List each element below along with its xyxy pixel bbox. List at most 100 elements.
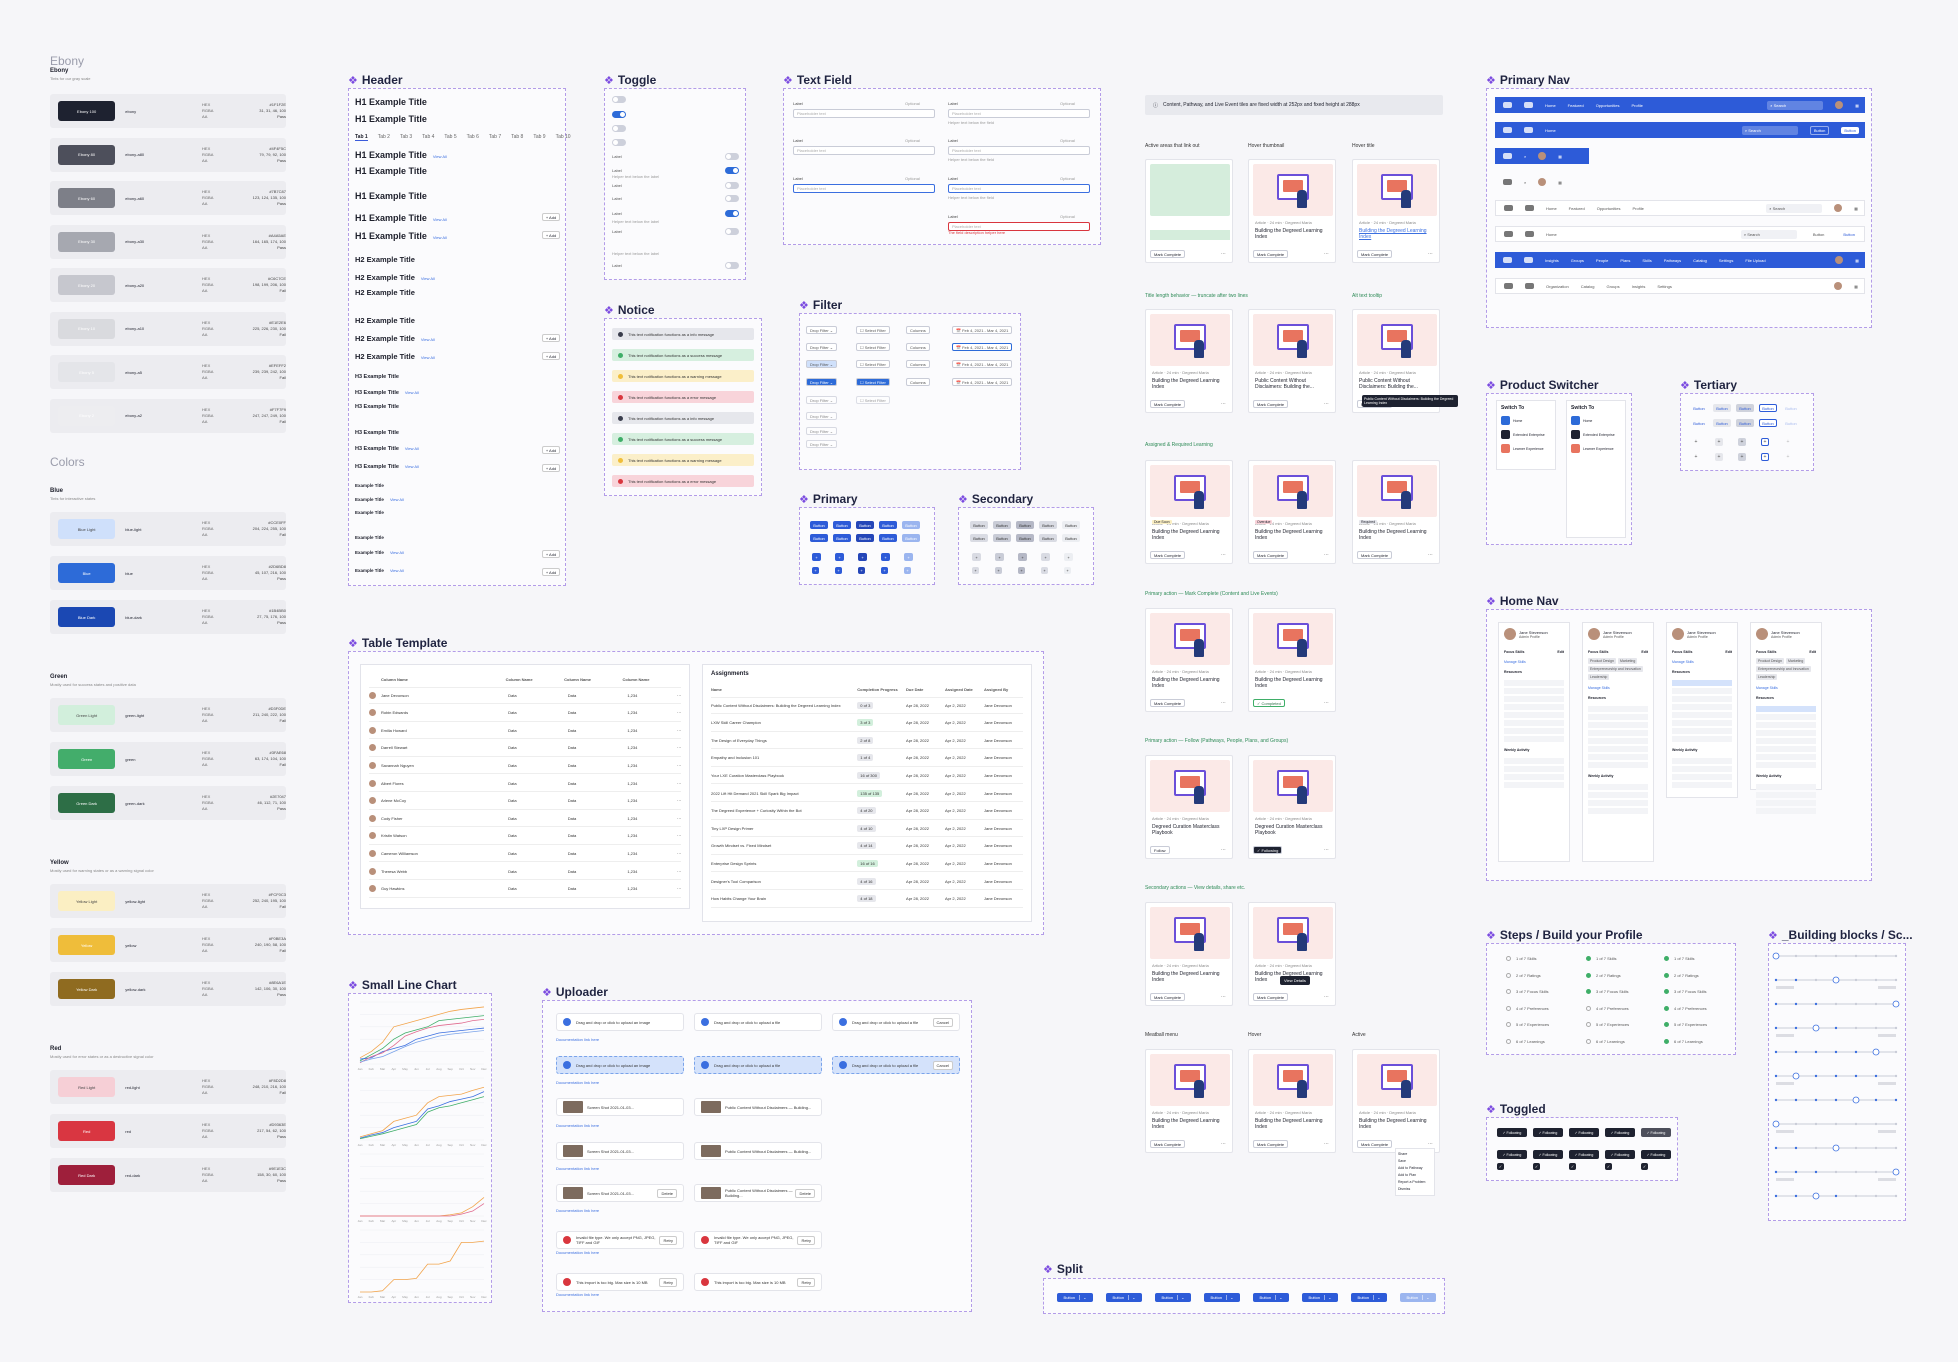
tertiary-button[interactable]: Button xyxy=(1785,405,1797,411)
add-button[interactable]: + Add xyxy=(542,352,560,360)
profile-step[interactable]: 2 of 7 Ratings xyxy=(1664,972,1699,978)
tab-item[interactable]: Tab 4 xyxy=(422,134,435,140)
tile-title[interactable]: Public Content Without Disclaimers: Buil… xyxy=(1359,378,1418,390)
secondary-icon-button-sm[interactable]: + xyxy=(1064,567,1071,574)
primary-icon-button-sm[interactable]: + xyxy=(858,567,865,574)
primary-action-button[interactable]: Mark Complete xyxy=(1253,400,1289,408)
switcher-item[interactable]: Extended Enterprise xyxy=(1501,430,1551,439)
content-tile[interactable]: Article · 24 min · Degreed Maria Building… xyxy=(1248,902,1336,1006)
switcher-item[interactable]: Home xyxy=(1571,416,1621,425)
tile-title[interactable]: Building the Degreed Learning Index xyxy=(1152,971,1220,983)
primary-action-button[interactable]: Mark Complete xyxy=(1357,250,1393,258)
slider-knob[interactable] xyxy=(1832,1144,1840,1152)
tile-thumbnail[interactable] xyxy=(1253,613,1333,665)
tile-thumbnail[interactable] xyxy=(1357,465,1437,517)
nav-item[interactable]: Home xyxy=(1546,231,1557,237)
nav-item[interactable]: Insights xyxy=(1545,257,1559,263)
tertiary-icon-button[interactable]: + xyxy=(1786,454,1790,460)
tile-title[interactable]: Building the Degreed Learning Index xyxy=(1255,529,1323,541)
content-tile[interactable]: Article · 24 min · Degreed Maria Building… xyxy=(1145,1049,1233,1153)
profile-step[interactable]: 1 of 7 Skills xyxy=(1664,956,1694,961)
primary-button[interactable]: Button xyxy=(902,521,920,529)
primary-button[interactable]: Button xyxy=(810,521,828,529)
upload-zone[interactable]: Invalid file type. We only accept PNG, J… xyxy=(694,1231,822,1249)
split-button[interactable]: Button ⌄ xyxy=(1204,1293,1240,1302)
chevron-down-icon[interactable]: ⌄ xyxy=(1177,1295,1184,1300)
slider-knob[interactable] xyxy=(1832,976,1840,984)
primary-icon-button-sm[interactable]: + xyxy=(812,567,819,574)
profile-step[interactable]: 3 of 7 Focus Skills xyxy=(1586,989,1628,994)
text-input[interactable]: Placeholder text xyxy=(793,109,935,118)
upload-zone[interactable]: Public Content Without Disclaimers — Bui… xyxy=(694,1098,822,1116)
view-all-link[interactable]: View All xyxy=(420,276,435,281)
documentation-link[interactable]: Documentation link here xyxy=(556,1037,600,1042)
resource-item[interactable] xyxy=(1588,730,1648,736)
tile-thumbnail[interactable] xyxy=(1150,760,1230,812)
nav-item[interactable]: Groups xyxy=(1606,283,1620,289)
nav-item[interactable]: Organization xyxy=(1546,283,1569,289)
add-button[interactable]: + Add xyxy=(542,231,560,239)
meatball-menu-icon[interactable]: ⋯ xyxy=(1324,251,1329,257)
slider-knob[interactable] xyxy=(1892,1000,1900,1008)
secondary-icon-button[interactable]: + xyxy=(1041,553,1050,561)
edit-link[interactable]: Edit xyxy=(1557,650,1564,654)
slider-knob[interactable] xyxy=(1792,1072,1800,1080)
primary-button-sm[interactable]: Button xyxy=(833,534,851,542)
switcher-item[interactable]: Learner Experience xyxy=(1501,444,1551,453)
assign-header-cell[interactable]: Assigned By xyxy=(984,686,1009,692)
meatball-menu-icon[interactable]: ⋯ xyxy=(1324,994,1329,1000)
tertiary-icon-button[interactable]: + xyxy=(1738,438,1746,446)
split-button[interactable]: Button ⌄ xyxy=(1351,1293,1387,1302)
nav-item[interactable]: Profile xyxy=(1631,102,1643,108)
nav-item[interactable]: Home xyxy=(1545,102,1556,108)
slider-knob[interactable] xyxy=(1872,1048,1880,1056)
profile-step[interactable]: 2 of 7 Ratings xyxy=(1586,972,1621,978)
slider-knob[interactable] xyxy=(1812,1192,1820,1200)
primary-icon-button-sm[interactable]: + xyxy=(881,567,888,574)
content-tile[interactable]: Article · 24 min · Degreed Maria Building… xyxy=(1352,159,1440,263)
tertiary-button[interactable]: Button xyxy=(1713,404,1731,412)
date-filter[interactable]: 📅 Feb 4, 2021 - Mar 4, 2021 xyxy=(952,343,1013,351)
split-button[interactable]: Button ⌄ xyxy=(1400,1293,1436,1302)
edit-link[interactable]: Edit xyxy=(1809,650,1816,654)
primary-button-sm[interactable]: Button xyxy=(856,534,874,542)
upload-action[interactable]: Cancel xyxy=(932,1017,953,1027)
nav-item[interactable]: Catalog xyxy=(1580,283,1595,289)
tab-item[interactable]: Tab 9 xyxy=(533,134,546,140)
skill-chip[interactable]: Marketing xyxy=(1617,658,1638,664)
toggled-following-button[interactable]: ✓ Following xyxy=(1569,1128,1599,1137)
select-filter[interactable]: ☐ Select Filter xyxy=(856,326,890,334)
more-icon[interactable]: ⋯ xyxy=(677,833,681,839)
tab-item[interactable]: Tab 1 xyxy=(355,134,368,141)
text-input[interactable]: Placeholder text xyxy=(948,109,1090,118)
primary-button[interactable]: Button xyxy=(879,521,897,529)
table-row[interactable]: Cody Fisher Data Data 1,234 ⋯ xyxy=(369,810,681,828)
secondary-button[interactable]: Button xyxy=(1062,521,1080,529)
resource-item[interactable] xyxy=(1672,696,1732,702)
documentation-link[interactable]: Documentation link here xyxy=(556,1250,600,1255)
tile-title[interactable]: Public Content Without Disclaimers: Buil… xyxy=(1255,378,1314,390)
table-row[interactable]: Guy Hawkins Data Data 1,234 ⋯ xyxy=(369,881,681,898)
meatball-menu-icon[interactable]: ⋯ xyxy=(1324,847,1329,853)
tile-title[interactable]: Building the Degreed Learning Index xyxy=(1255,228,1323,240)
primary-action-button[interactable]: Follow xyxy=(1150,846,1170,854)
avatar[interactable] xyxy=(1834,282,1843,290)
primary-icon-button[interactable]: + xyxy=(881,553,890,561)
nav-item[interactable]: Home xyxy=(1545,127,1556,133)
apps-icon[interactable]: ▦ xyxy=(1854,283,1858,289)
split-button[interactable]: Button ⌄ xyxy=(1106,1293,1142,1302)
avatar[interactable] xyxy=(1835,256,1844,264)
resource-item[interactable] xyxy=(1588,762,1648,768)
content-tile[interactable]: Article · 24 min · Degreed Maria Building… xyxy=(1145,608,1233,712)
search-input[interactable]: ⌕ Search xyxy=(1766,203,1823,213)
assign-header-cell[interactable]: Due Date xyxy=(906,686,924,692)
degreed-mark-icon[interactable] xyxy=(1525,231,1534,237)
text-input[interactable]: Placeholder text xyxy=(793,146,935,155)
primary-action-button[interactable]: Mark Complete xyxy=(1150,551,1186,559)
columns-filter[interactable]: Columns xyxy=(906,343,930,351)
content-tile[interactable]: Article · 24 min · Degreed Maria Public C… xyxy=(1248,309,1336,413)
resource-item[interactable] xyxy=(1756,730,1816,736)
nav-item[interactable]: Featured xyxy=(1568,205,1585,211)
nav-item[interactable]: Insights xyxy=(1631,283,1646,289)
content-tile[interactable]: Article · 24 min · Degreed Maria Building… xyxy=(1352,460,1440,564)
